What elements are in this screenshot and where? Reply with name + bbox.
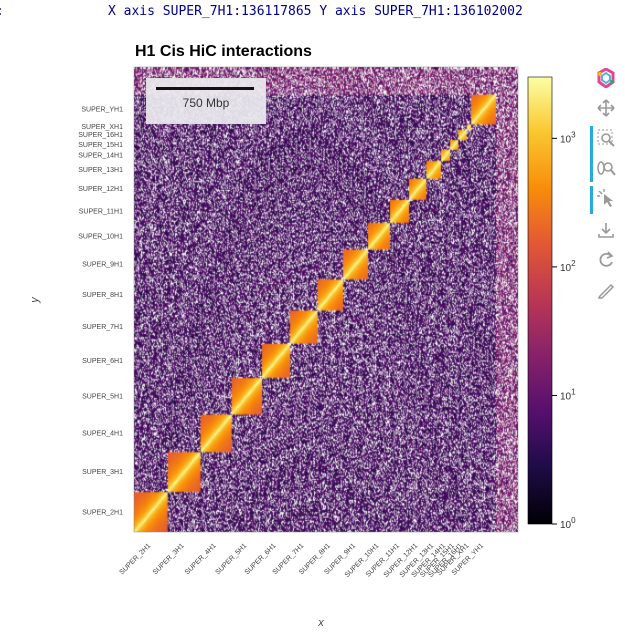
scale-bar-line [156, 87, 254, 90]
pan-tool-icon[interactable] [596, 98, 616, 118]
y-tick-label: SUPER_YH1 [81, 107, 123, 114]
y-tick-label: SUPER_3H1 [82, 469, 123, 476]
colorbar-tick-label: 102 [560, 259, 576, 274]
y-tick-label: SUPER_14H1 [78, 152, 123, 159]
tap-tool-icon[interactable] [596, 188, 616, 208]
heatmap-plot[interactable] [134, 67, 518, 532]
y-tick-label: SUPER_XH1 [81, 124, 123, 131]
y-tick-label: SUPER_15H1 [78, 142, 123, 149]
colorbar-tick-label: 100 [560, 516, 576, 531]
y-tick-label: SUPER_10H1 [78, 233, 123, 240]
active-tool-indicator [590, 126, 593, 182]
coordinate-readout-lead: : [0, 4, 4, 19]
y-tick-label: SUPER_2H1 [82, 510, 123, 517]
box-zoom-tool-icon[interactable] [596, 128, 616, 148]
y-tick-label: SUPER_9H1 [82, 262, 123, 269]
y-tick-label: SUPER_11H1 [79, 208, 123, 215]
coordinate-readout-text: X axis SUPER_7H1:136117865 Y axis SUPER_… [108, 4, 523, 19]
x-tick-label: SUPER_2H1 [118, 542, 152, 576]
y-tick-label: SUPER_4H1 [82, 430, 123, 437]
y-tick-label: SUPER_5H1 [82, 393, 123, 400]
plot-frame [133, 66, 519, 533]
scale-bar: 750 Mbp [146, 78, 266, 124]
coordinate-readout: : X axis SUPER_7H1:136117865 Y axis SUPE… [0, 4, 625, 22]
bokeh-logo-icon[interactable] [596, 68, 616, 88]
hover-tool-icon[interactable] [596, 280, 616, 300]
y-axis-label: y [29, 296, 41, 304]
x-tick-label: SUPER_3H1 [152, 542, 186, 576]
save-tool-icon[interactable] [596, 220, 616, 240]
reset-tool-icon[interactable] [596, 250, 616, 270]
y-tick-label: SUPER_16H1 [78, 132, 123, 139]
scale-bar-label: 750 Mbp [182, 96, 230, 110]
y-tick-label: SUPER_6H1 [82, 358, 123, 365]
colorbar-tick-label: 101 [560, 387, 576, 402]
wheel-zoom-tool-icon[interactable] [596, 158, 616, 178]
y-tick-label: SUPER_12H1 [78, 186, 123, 193]
x-tick-label: SUPER_4H1 [184, 542, 218, 576]
heatmap-canvas[interactable] [134, 67, 518, 532]
y-tick-label: SUPER_8H1 [82, 292, 123, 299]
y-tick-label: SUPER_13H1 [78, 167, 123, 174]
toolbar [590, 64, 622, 304]
chart-title: H1 Cis HiC interactions [135, 43, 312, 60]
y-tick-label: SUPER_7H1 [82, 324, 123, 331]
colorbar-tick-label: 103 [560, 130, 576, 145]
active-tool-indicator-2 [590, 186, 593, 214]
colorbar [527, 76, 553, 525]
x-axis-label: x [317, 617, 324, 629]
